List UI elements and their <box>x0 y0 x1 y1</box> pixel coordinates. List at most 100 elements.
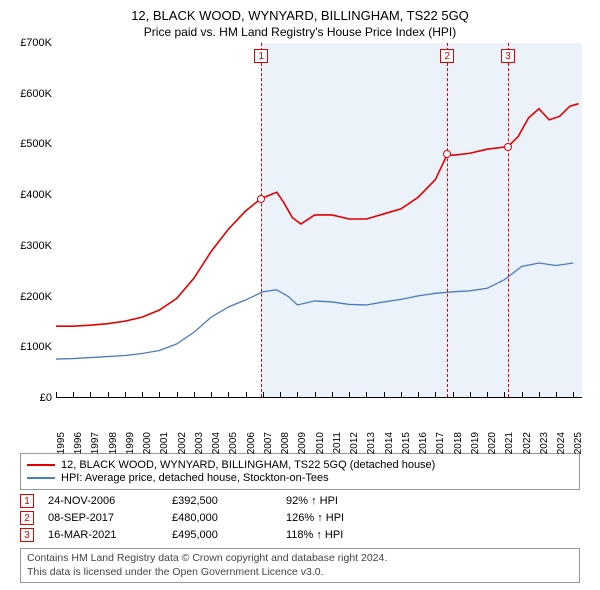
x-major-tick <box>453 392 454 398</box>
event-price: £495,000 <box>172 529 272 541</box>
x-major-tick <box>504 392 505 398</box>
x-tick: 1996 <box>73 432 84 454</box>
x-tick: 2018 <box>453 432 464 454</box>
x-major-tick <box>539 392 540 398</box>
x-tick: 2013 <box>366 432 377 454</box>
event-pct: 118% ↑ HPI <box>286 529 343 541</box>
x-major-tick <box>401 392 402 398</box>
x-major-tick <box>366 392 367 398</box>
event-num: 2 <box>20 511 34 525</box>
y-tick: £600K <box>20 88 52 100</box>
x-major-tick <box>177 392 178 398</box>
x-tick: 2020 <box>487 432 498 454</box>
plot: 123 <box>56 43 582 398</box>
x-tick: 2023 <box>539 432 550 454</box>
footer-line1: Contains HM Land Registry data © Crown c… <box>27 552 573 566</box>
series-hpi <box>56 263 573 359</box>
event-date: 16-MAR-2021 <box>48 529 158 541</box>
x-tick: 2017 <box>435 432 446 454</box>
x-major-tick <box>280 392 281 398</box>
marker-box-1: 1 <box>254 49 268 63</box>
x-tick: 2011 <box>332 432 343 454</box>
x-tick: 2021 <box>504 432 515 454</box>
event-price: £480,000 <box>172 512 272 524</box>
legend-label: HPI: Average price, detached house, Stoc… <box>61 472 329 484</box>
series-property <box>56 104 579 327</box>
event-num: 1 <box>20 494 34 508</box>
marker-dot-3 <box>504 143 512 151</box>
y-tick: £300K <box>20 240 52 252</box>
x-major-tick <box>522 392 523 398</box>
x-major-tick <box>384 392 385 398</box>
x-tick: 2008 <box>280 432 291 454</box>
x-tick: 2005 <box>228 432 239 454</box>
x-major-tick <box>349 392 350 398</box>
x-major-tick <box>228 392 229 398</box>
x-major-tick <box>194 392 195 398</box>
event-price: £392,500 <box>172 495 272 507</box>
x-tick: 1995 <box>56 432 67 454</box>
x-tick: 2019 <box>470 432 481 454</box>
x-major-tick <box>90 392 91 398</box>
event-date: 24-NOV-2006 <box>48 495 158 507</box>
y-axis: £0£100K£200K£300K£400K£500K£600K£700K <box>10 43 54 398</box>
x-tick: 2004 <box>211 432 222 454</box>
x-major-tick <box>556 392 557 398</box>
x-tick: 2022 <box>522 432 533 454</box>
x-tick: 2014 <box>384 432 395 454</box>
marker-dot-2 <box>443 150 451 158</box>
y-tick: £400K <box>20 189 52 201</box>
event-date: 08-SEP-2017 <box>48 512 158 524</box>
marker-box-3: 3 <box>501 49 515 63</box>
x-major-tick <box>246 392 247 398</box>
x-major-tick <box>470 392 471 398</box>
events-table: 1 24-NOV-2006 £392,500 92% ↑ HPI 2 08-SEP-201… <box>20 494 580 542</box>
x-tick: 1999 <box>125 432 136 454</box>
event-row: 3 16-MAR-2021 £495,000 118% ↑ HPI <box>20 528 580 542</box>
marker-dot-1 <box>257 195 265 203</box>
x-major-tick <box>418 392 419 398</box>
x-tick: 2007 <box>263 432 274 454</box>
event-pct: 92% ↑ HPI <box>286 495 338 507</box>
legend-item: 12, BLACK WOOD, WYNYARD, BILLINGHAM, TS2… <box>27 459 573 471</box>
x-axis: 1995199619971998199920002001200220032004… <box>56 398 582 423</box>
x-major-tick <box>108 392 109 398</box>
x-major-tick <box>435 392 436 398</box>
event-row: 2 08-SEP-2017 £480,000 126% ↑ HPI <box>20 511 580 525</box>
chart-subtitle: Price paid vs. HM Land Registry's House … <box>10 25 590 39</box>
x-major-tick <box>125 392 126 398</box>
x-tick: 2012 <box>349 432 360 454</box>
event-row: 1 24-NOV-2006 £392,500 92% ↑ HPI <box>20 494 580 508</box>
legend-swatch <box>27 477 55 479</box>
marker-line-1 <box>261 43 262 397</box>
legend-label: 12, BLACK WOOD, WYNYARD, BILLINGHAM, TS2… <box>61 459 435 471</box>
y-tick: £100K <box>20 341 52 353</box>
x-tick: 2006 <box>246 432 257 454</box>
marker-line-3 <box>508 43 509 397</box>
x-tick: 1998 <box>108 432 119 454</box>
x-tick: 2010 <box>315 432 326 454</box>
x-tick: 2015 <box>401 432 412 454</box>
x-major-tick <box>159 392 160 398</box>
plot-svg <box>56 43 582 397</box>
legend: 12, BLACK WOOD, WYNYARD, BILLINGHAM, TS2… <box>20 453 580 490</box>
x-major-tick <box>297 392 298 398</box>
x-tick: 1997 <box>90 432 101 454</box>
x-tick: 2000 <box>142 432 153 454</box>
footer-line2: This data is licensed under the Open Gov… <box>27 566 573 580</box>
x-major-tick <box>73 392 74 398</box>
x-tick: 2025 <box>573 432 584 454</box>
y-tick: £0 <box>40 392 52 404</box>
x-tick: 2003 <box>194 432 205 454</box>
chart-area: £0£100K£200K£300K£400K£500K£600K£700K 12… <box>56 43 582 423</box>
x-major-tick <box>142 392 143 398</box>
x-major-tick <box>332 392 333 398</box>
legend-swatch <box>27 464 55 466</box>
event-pct: 126% ↑ HPI <box>286 512 344 524</box>
x-major-tick <box>315 392 316 398</box>
event-num: 3 <box>20 528 34 542</box>
x-major-tick <box>56 392 57 398</box>
x-major-tick <box>573 392 574 398</box>
footer: Contains HM Land Registry data © Crown c… <box>20 548 580 583</box>
x-major-tick <box>487 392 488 398</box>
